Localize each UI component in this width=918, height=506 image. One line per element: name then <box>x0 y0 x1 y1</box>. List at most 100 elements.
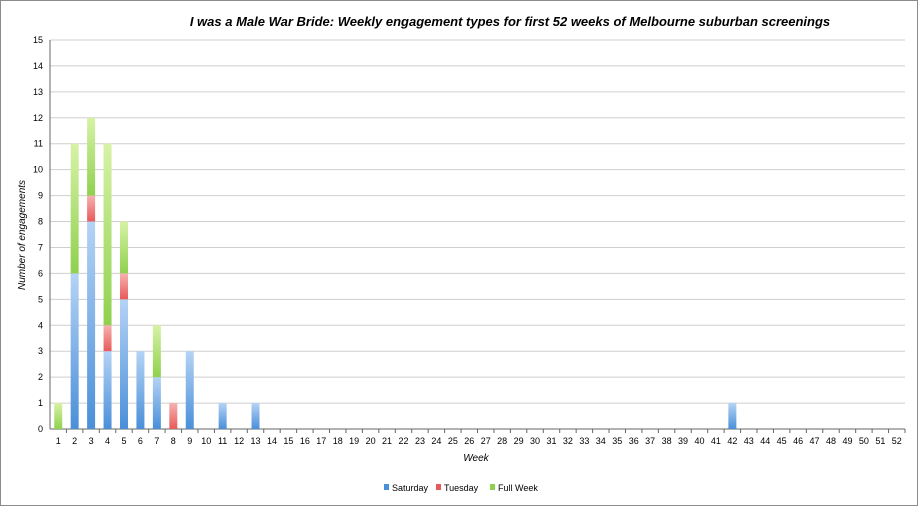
x-tick-label: 32 <box>563 436 573 446</box>
x-tick-label: 51 <box>875 436 885 446</box>
x-tick-label: 5 <box>121 436 126 446</box>
x-tick-label: 13 <box>251 436 261 446</box>
x-tick-label: 33 <box>579 436 589 446</box>
bar-saturday <box>218 403 227 429</box>
x-tick-label: 50 <box>859 436 869 446</box>
legend: Saturday Tuesday Full Week <box>384 483 538 493</box>
x-tick-label: 35 <box>612 436 622 446</box>
x-tick-label: 10 <box>201 436 211 446</box>
y-tick-label: 15 <box>33 35 43 45</box>
x-tick-label: 15 <box>283 436 293 446</box>
legend-swatch <box>436 484 441 490</box>
x-tick-label: 12 <box>234 436 244 446</box>
x-tick-label: 46 <box>793 436 803 446</box>
x-tick-label: 38 <box>662 436 672 446</box>
x-tick-label: 14 <box>267 436 277 446</box>
x-tick-label: 27 <box>481 436 491 446</box>
x-tick-label: 21 <box>382 436 392 446</box>
y-tick-label: 9 <box>38 191 43 201</box>
x-tick-label: 26 <box>464 436 474 446</box>
x-tick-labels: 1 2 3 4 5 6 7 8 9 10 11 12 13 14 15 16 17 18 19 20 21 22 23 24 2… <box>56 429 906 446</box>
x-tick-label: 48 <box>826 436 836 446</box>
y-tick-label: 14 <box>33 61 43 71</box>
legend-label: Tuesday <box>444 483 479 493</box>
y-tick-label: 1 <box>38 398 43 408</box>
y-tick-label: 5 <box>38 294 43 304</box>
chart-title: I was a Male War Bride: Weekly engagemen… <box>190 14 830 29</box>
x-tick-label: 42 <box>727 436 737 446</box>
bar-layer <box>54 117 737 429</box>
bar-full-week <box>119 221 128 274</box>
x-tick-label: 4 <box>105 436 110 446</box>
x-tick-label: 36 <box>629 436 639 446</box>
x-tick-label: 45 <box>777 436 787 446</box>
bar-saturday <box>251 403 260 429</box>
x-tick-label: 16 <box>300 436 310 446</box>
grid-layer <box>49 39 905 430</box>
legend-swatch <box>490 484 495 490</box>
x-tick-label: 25 <box>448 436 458 446</box>
x-tick-label: 22 <box>399 436 409 446</box>
x-tick-label: 34 <box>596 436 606 446</box>
x-tick-label: 7 <box>154 436 159 446</box>
x-tick-label: 17 <box>316 436 326 446</box>
bar-full-week <box>54 403 63 429</box>
bar-saturday <box>136 351 145 429</box>
y-tick-label: 13 <box>33 87 43 97</box>
x-tick-label: 19 <box>349 436 359 446</box>
x-tick-label: 39 <box>678 436 688 446</box>
x-tick-label: 37 <box>645 436 655 446</box>
x-tick-label: 1 <box>56 436 61 446</box>
x-tick-label: 47 <box>810 436 820 446</box>
bar-tuesday <box>87 195 96 222</box>
x-tick-label: 24 <box>431 436 441 446</box>
x-tick-label: 30 <box>530 436 540 446</box>
legend-swatch <box>384 484 389 490</box>
x-tick-label: 52 <box>892 436 902 446</box>
y-axis-label: Number of engagements <box>17 180 28 290</box>
y-tick-label: 0 <box>38 424 43 434</box>
x-axis-label: Week <box>463 453 489 464</box>
bar-tuesday <box>119 273 128 300</box>
x-tick-label: 41 <box>711 436 721 446</box>
x-tick-label: 23 <box>415 436 425 446</box>
bar-saturday <box>185 351 194 429</box>
x-tick-label: 40 <box>694 436 704 446</box>
bar-tuesday <box>169 403 178 429</box>
x-tick-label: 28 <box>497 436 507 446</box>
x-tick-label: 44 <box>760 436 770 446</box>
x-tick-label: 49 <box>842 436 852 446</box>
bar-full-week <box>152 325 161 378</box>
x-tick-label: 29 <box>514 436 524 446</box>
x-tick-label: 8 <box>171 436 176 446</box>
y-tick-label: 6 <box>38 268 43 278</box>
x-tick-label: 20 <box>366 436 376 446</box>
x-tick-label: 3 <box>89 436 94 446</box>
bar-saturday <box>119 299 128 429</box>
bar-saturday <box>87 221 96 429</box>
bar-tuesday <box>103 325 112 352</box>
y-tick-label: 10 <box>33 165 43 175</box>
y-tick-label: 4 <box>38 320 43 330</box>
legend-label: Full Week <box>498 483 538 493</box>
y-tick-label: 7 <box>38 242 43 252</box>
x-tick-label: 9 <box>187 436 192 446</box>
bar-saturday <box>103 351 112 429</box>
bar-saturday <box>728 403 737 429</box>
x-tick-label: 2 <box>72 436 77 446</box>
x-tick-label: 18 <box>333 436 343 446</box>
y-tick-label: 12 <box>33 113 43 123</box>
x-tick-label: 11 <box>218 436 227 446</box>
bar-full-week <box>87 117 96 196</box>
bar-full-week <box>70 143 79 274</box>
legend-label: Saturday <box>392 483 429 493</box>
x-tick-label: 43 <box>744 436 754 446</box>
y-tick-label: 11 <box>34 139 43 149</box>
y-tick-label: 8 <box>38 217 43 227</box>
y-tick-label: 2 <box>38 372 43 382</box>
bar-saturday <box>70 273 79 429</box>
bar-saturday <box>152 377 161 429</box>
x-tick-label: 6 <box>138 436 143 446</box>
